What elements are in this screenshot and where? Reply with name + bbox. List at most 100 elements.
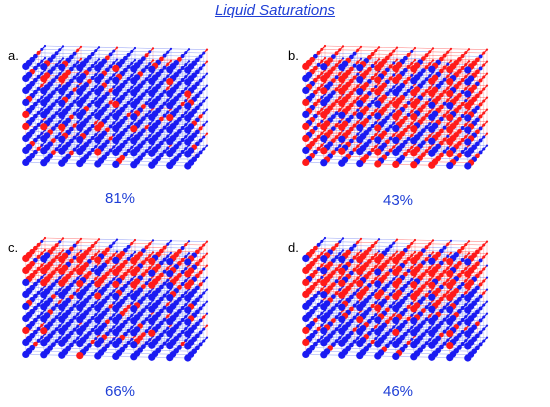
liquid-node (112, 49, 116, 53)
liquid-node (374, 112, 382, 120)
gas-node (431, 47, 435, 50)
liquid-node (108, 76, 113, 81)
liquid-node (159, 68, 164, 74)
liquid-node (370, 64, 375, 68)
liquid-node (356, 99, 364, 108)
liquid-node (166, 74, 170, 78)
gas-node (485, 132, 489, 135)
gas-node (331, 150, 336, 155)
gas-node (320, 111, 328, 119)
gas-node (457, 93, 462, 98)
gas-node (428, 86, 432, 90)
liquid-node (130, 161, 138, 169)
gas-node (302, 122, 310, 131)
gas-node (180, 102, 185, 106)
liquid-node (40, 95, 44, 99)
liquid-node (166, 98, 170, 102)
gas-node (334, 51, 339, 56)
liquid-node (464, 66, 472, 74)
gas-node (475, 69, 480, 75)
liquid-node (388, 136, 393, 141)
liquid-node (141, 80, 146, 85)
liquid-node (87, 67, 92, 72)
liquid-node (184, 66, 192, 74)
liquid-node (141, 56, 146, 61)
liquid-node (403, 139, 408, 145)
liquid-node (356, 108, 360, 112)
liquid-node (144, 65, 149, 70)
gas-node (370, 76, 375, 80)
gas-node (338, 75, 346, 83)
gas-node (446, 149, 454, 158)
liquid-node (133, 58, 137, 62)
liquid-node (130, 97, 134, 101)
liquid-node (205, 108, 209, 111)
gas-node (334, 99, 339, 104)
gas-node (424, 53, 429, 58)
liquid-node (162, 125, 167, 130)
liquid-node (144, 113, 149, 118)
gas-node (316, 98, 321, 103)
liquid-node (90, 100, 95, 104)
liquid-node (130, 85, 134, 89)
liquid-node (439, 116, 444, 122)
liquid-node (392, 61, 396, 65)
liquid-node (105, 91, 110, 97)
gas-node (359, 45, 363, 48)
gas-node (421, 56, 426, 61)
gas-node (374, 148, 382, 156)
liquid-node (40, 99, 48, 107)
liquid-node (94, 109, 98, 113)
liquid-node (141, 116, 146, 121)
liquid-node (105, 103, 110, 109)
gas-node (446, 74, 450, 78)
liquid-node (180, 66, 185, 70)
liquid-node (334, 147, 339, 152)
liquid-node (205, 120, 209, 123)
liquid-node (428, 137, 436, 145)
gas-node (482, 51, 486, 55)
gas-node (403, 79, 408, 85)
liquid-node (40, 159, 48, 167)
liquid-node (69, 126, 74, 132)
liquid-node (446, 62, 450, 66)
gas-node (58, 123, 66, 131)
liquid-node (162, 113, 167, 118)
gas-node (439, 128, 444, 134)
liquid-node (87, 115, 92, 120)
gas-node (320, 147, 328, 155)
liquid-node (144, 77, 149, 82)
gas-node (338, 84, 342, 88)
liquid-node (61, 57, 65, 60)
liquid-node (58, 159, 66, 167)
liquid-node (33, 149, 38, 155)
liquid-node (87, 151, 92, 156)
liquid-node (338, 135, 346, 143)
panel-a-saturation: 81% (104, 190, 136, 207)
liquid-node (90, 124, 95, 128)
liquid-node (195, 81, 200, 87)
gas-node (446, 122, 450, 126)
gas-node (352, 75, 357, 80)
liquid-node (105, 115, 110, 121)
liquid-node (148, 161, 156, 169)
liquid-node (130, 109, 134, 113)
gas-node (403, 115, 408, 121)
liquid-node (385, 91, 390, 97)
gas-node (392, 100, 400, 109)
liquid-node (392, 124, 400, 133)
gas-node (69, 150, 74, 156)
liquid-node (141, 140, 146, 145)
gas-node (126, 112, 131, 117)
liquid-node (36, 62, 41, 67)
liquid-node (51, 66, 56, 71)
liquid-node (424, 77, 429, 82)
liquid-node (392, 109, 396, 113)
liquid-node (148, 98, 152, 102)
liquid-node (148, 137, 156, 145)
liquid-node (130, 145, 134, 149)
gas-node (151, 47, 155, 50)
liquid-node (374, 100, 382, 108)
liquid-node (40, 71, 44, 75)
gas-node (410, 109, 414, 113)
